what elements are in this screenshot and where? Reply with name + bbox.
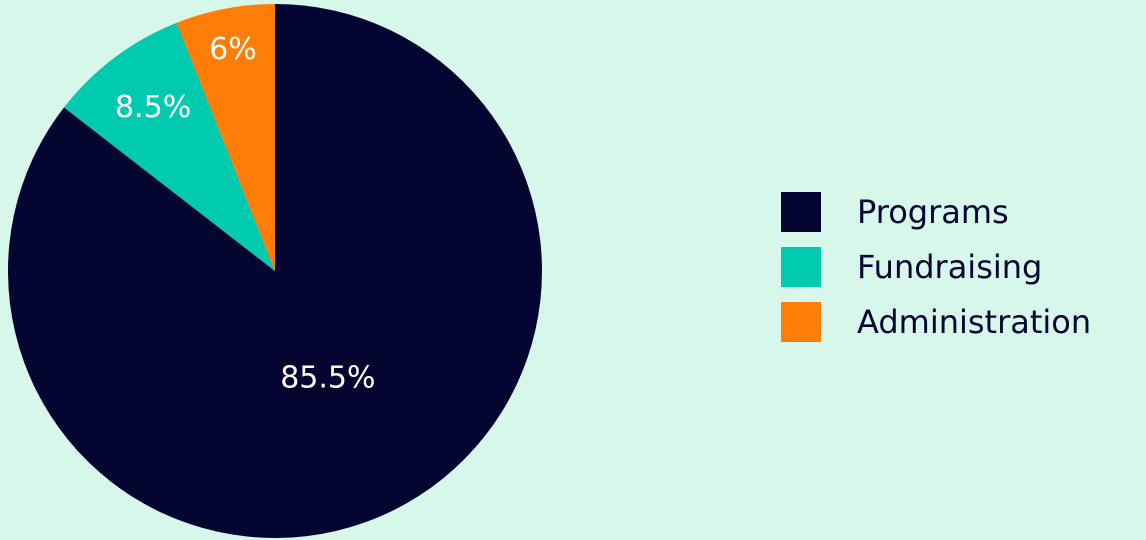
legend-item-programs: Programs	[781, 190, 1091, 234]
legend: Programs Fundraising Administration	[781, 190, 1091, 355]
pie-slices	[7, 4, 543, 539]
legend-item-fundraising: Fundraising	[781, 245, 1091, 289]
legend-swatch-fundraising	[781, 247, 821, 287]
legend-item-administration: Administration	[781, 300, 1091, 344]
legend-swatch-programs	[781, 192, 821, 232]
pie-label-fundraising: 8.5%	[115, 90, 191, 125]
pie-slice-administration	[176, 4, 275, 271]
pie-slice-fundraising	[64, 22, 275, 271]
pie-label-administration: 6%	[209, 32, 257, 67]
legend-label-programs: Programs	[857, 193, 1009, 231]
legend-label-fundraising: Fundraising	[857, 248, 1043, 286]
pie-chart: 85.5% 8.5% 6%	[7, 4, 543, 539]
legend-swatch-administration	[781, 302, 821, 342]
pie-labels: 85.5% 8.5% 6%	[115, 32, 375, 395]
pie-label-programs: 85.5%	[280, 360, 375, 395]
pie-slice-programs	[7, 4, 543, 539]
legend-label-administration: Administration	[857, 303, 1092, 341]
